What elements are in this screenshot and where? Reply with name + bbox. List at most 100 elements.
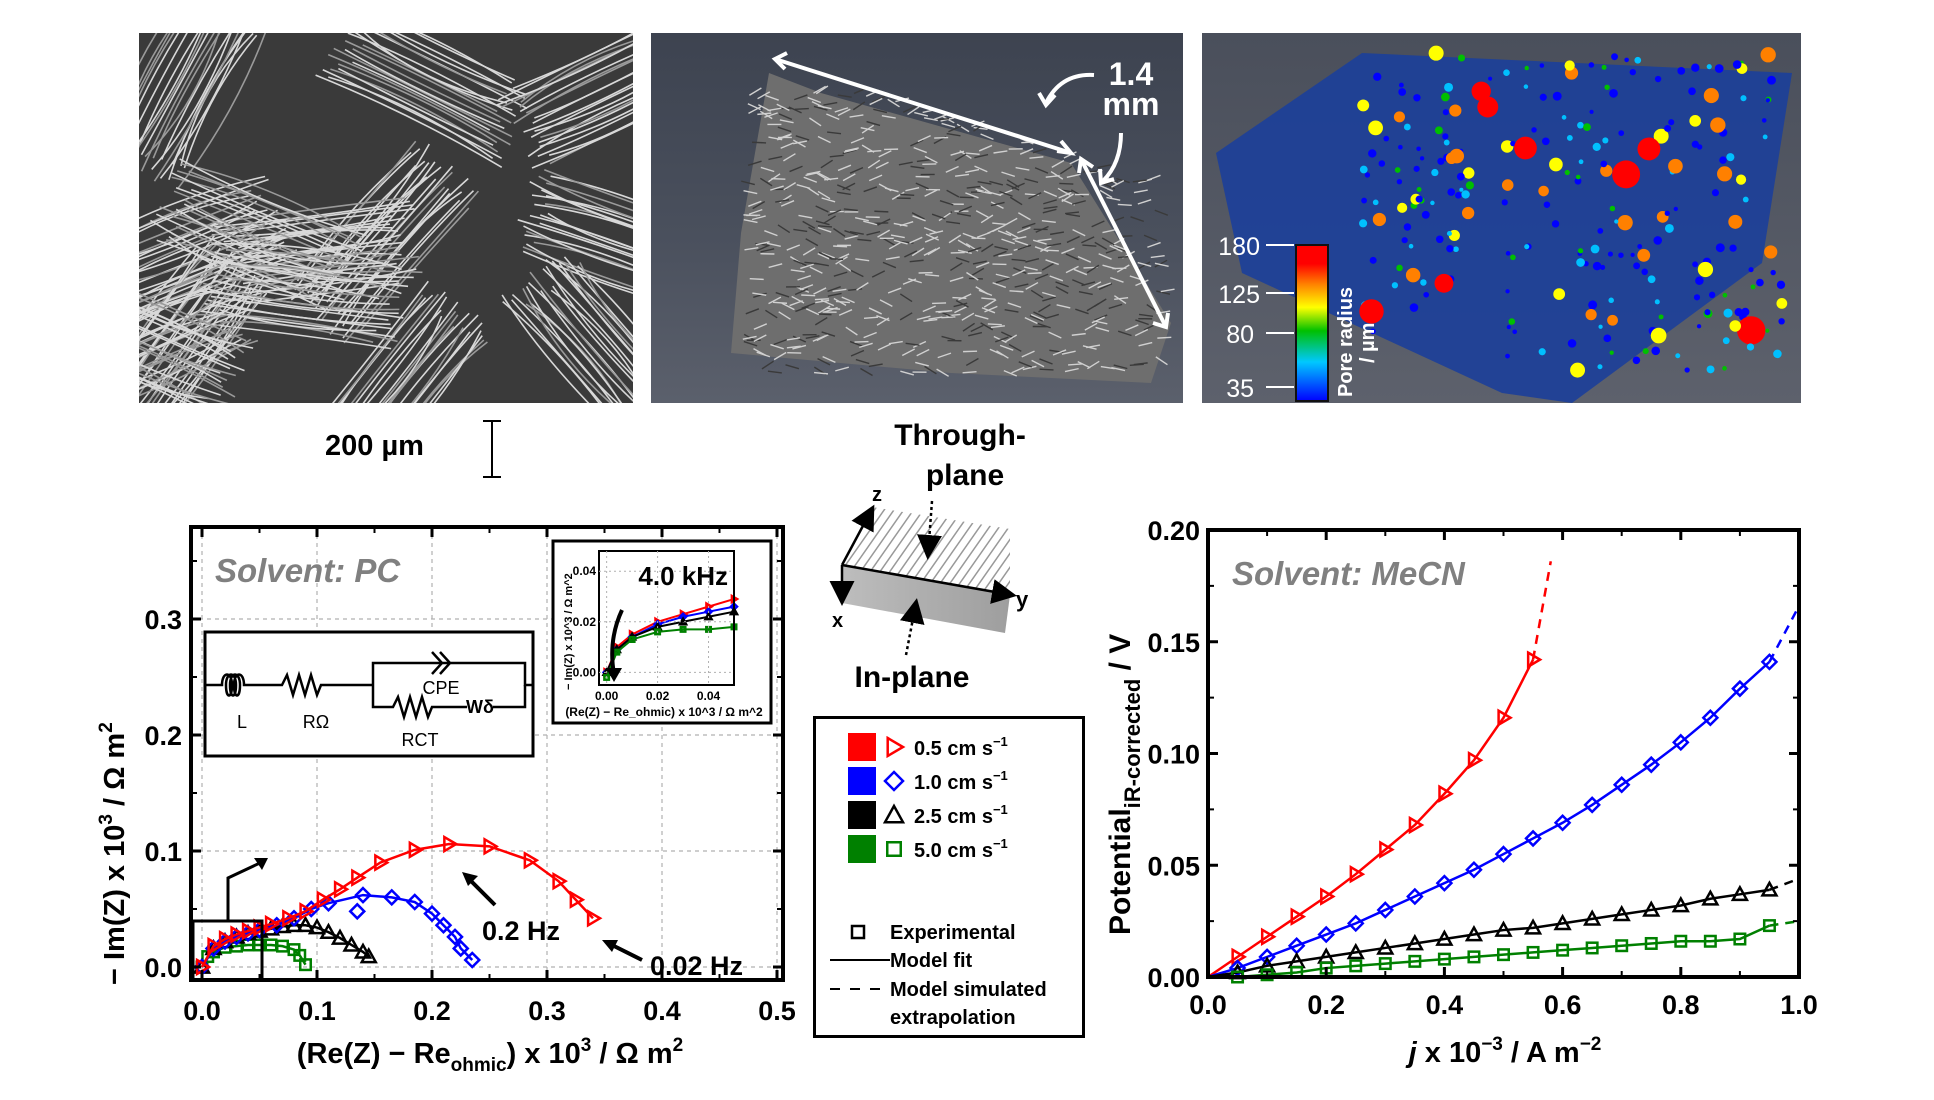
ct-fibre <box>1072 229 1086 237</box>
pore-sphere <box>1722 292 1728 298</box>
ct-fibre <box>805 308 820 316</box>
y-tick-label: 0.1 <box>144 837 182 867</box>
data-point <box>1615 939 1629 953</box>
ct-fibre <box>1064 367 1079 373</box>
ct-fibre <box>837 108 851 117</box>
fibre <box>139 347 236 398</box>
pore-sphere <box>1510 140 1516 147</box>
ct-fibre <box>1081 281 1096 287</box>
fibre <box>550 289 633 375</box>
fibre <box>225 249 387 273</box>
pore-sphere <box>1359 165 1368 174</box>
ct-fibre <box>875 161 889 170</box>
ct-fibre <box>1009 196 1023 206</box>
ct-fibre <box>765 309 778 319</box>
ct-fibre <box>1094 241 1108 251</box>
fibre <box>548 121 633 156</box>
plot-frame <box>189 525 785 982</box>
pore-sphere <box>1715 243 1725 253</box>
ct-fibre <box>1057 187 1071 196</box>
pore-sphere <box>1597 364 1603 370</box>
ct-fibre <box>1154 262 1169 268</box>
ct-fibre <box>833 227 846 237</box>
pore-sphere <box>1756 278 1764 287</box>
fibre <box>139 272 213 303</box>
ct-fibre <box>917 135 931 143</box>
ct-fibre <box>990 201 1005 207</box>
fibre <box>355 291 446 403</box>
ct-fibre <box>1030 313 1045 321</box>
fibre <box>178 285 263 403</box>
ct-fibre <box>899 220 914 227</box>
ct-fibre <box>1052 349 1067 356</box>
ct-fibre <box>868 307 882 315</box>
ct-fibre <box>914 111 929 117</box>
fibre <box>230 241 384 265</box>
ct-fibre <box>1072 279 1086 286</box>
fibre <box>558 262 633 356</box>
ct-fibre <box>980 322 994 331</box>
ct-fibre <box>1102 264 1117 270</box>
ct-fibre <box>957 249 972 255</box>
ct-fibre <box>923 248 937 256</box>
ct-fibre <box>793 94 808 101</box>
pore-sphere <box>1510 254 1516 261</box>
pore-sphere <box>1368 120 1383 136</box>
ct-fibre <box>1001 331 1015 339</box>
y-axis-title-text: − Im(Z) x 10 <box>99 825 131 985</box>
ct-fibre <box>1113 364 1128 370</box>
ct-fibre <box>977 181 992 185</box>
ct-fibre <box>950 262 963 272</box>
fibre <box>350 293 440 403</box>
pore-sphere <box>1576 258 1585 267</box>
ct-fibre <box>837 94 852 98</box>
fibre <box>540 99 633 139</box>
ct-fibre <box>899 293 913 303</box>
ct-fibre <box>1018 212 1031 221</box>
ct-fibre <box>839 262 852 272</box>
ct-fibre <box>1043 199 1057 205</box>
data-point <box>1497 708 1513 727</box>
ct-fibre <box>878 183 892 192</box>
fibre <box>525 243 633 291</box>
ct-fibre <box>1004 308 1019 313</box>
ct-fibre <box>957 239 971 248</box>
fibre <box>144 33 220 158</box>
ct-fibre <box>1031 359 1045 368</box>
inset-ticks: 0.00 0.02 0.04 0.00 0.02 0.04 <box>573 551 734 703</box>
data-point <box>1701 708 1720 727</box>
ct-fibre <box>844 229 858 236</box>
ct-fibre <box>827 131 842 135</box>
ct-fibre <box>873 108 888 114</box>
ct-fibre <box>753 334 767 342</box>
ct-fibre <box>925 233 940 241</box>
ct-fibre <box>768 155 783 161</box>
fibre <box>207 299 391 326</box>
ct-fibre <box>850 269 864 278</box>
ct-fibre <box>1028 192 1042 200</box>
colorbar-unit: / µm <box>1357 323 1379 363</box>
pore-sphere <box>1673 206 1678 212</box>
legend-item: 2.5 cm s−1 <box>848 801 1008 829</box>
ct-fibre <box>1077 361 1091 369</box>
pore-sphere <box>1600 164 1613 177</box>
ct-fibre <box>849 114 864 118</box>
ct-fibre <box>1024 316 1038 325</box>
pore-sphere <box>1740 95 1747 102</box>
inset-data-point <box>679 625 687 633</box>
ct-fibre <box>827 292 842 297</box>
fibre <box>160 33 231 160</box>
ct-fibre <box>877 229 891 238</box>
pore-sphere <box>1577 248 1584 254</box>
ct-fibre <box>934 136 949 139</box>
ct-fibre <box>1008 343 1022 352</box>
ct-fibre <box>899 312 913 321</box>
equivalent-circuit: L RΩ CPE RCT Wδ <box>203 630 535 758</box>
pore-sphere <box>1776 297 1788 309</box>
ct-fibre <box>866 230 881 236</box>
fibre <box>337 63 498 144</box>
ct-fibre <box>1102 228 1117 234</box>
ct-fibre <box>1004 334 1018 343</box>
ct-fibre <box>817 135 831 144</box>
fibre <box>525 303 622 403</box>
